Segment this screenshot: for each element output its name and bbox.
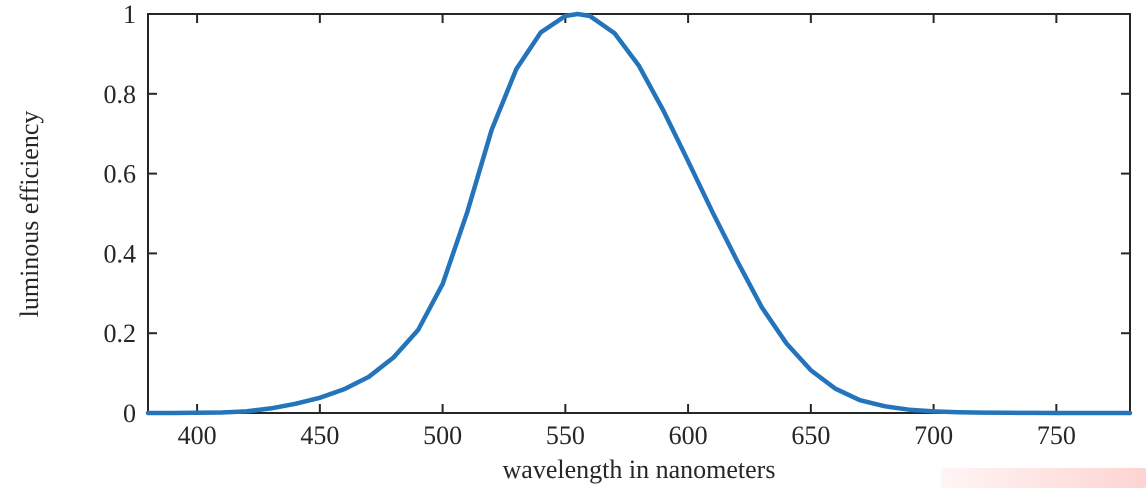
y-tick-label: 1 xyxy=(123,0,136,29)
x-tick-label: 400 xyxy=(178,421,217,450)
x-tick-label: 750 xyxy=(1037,421,1076,450)
x-tick-label: 700 xyxy=(914,421,953,450)
x-tick-label: 550 xyxy=(546,421,585,450)
y-tick-label: 0.8 xyxy=(104,80,137,109)
plot-area: 400 450 500 550 600 650 700 750 0 0.2 0.4 0.6 0.8 1 xyxy=(104,0,1133,450)
x-tick-label: 500 xyxy=(423,421,462,450)
x-tick-label: 650 xyxy=(791,421,830,450)
efficiency-curve xyxy=(145,11,1133,416)
x-axis-label: wavelength in nanometers xyxy=(503,455,776,484)
y-axis-label: luminous efficiency xyxy=(15,111,44,318)
x-tick-label: 450 xyxy=(300,421,339,450)
plot-box xyxy=(147,13,1131,414)
y-tick-label: 0 xyxy=(123,399,136,428)
x-tick-label: 600 xyxy=(669,421,708,450)
y-tick-label: 0.4 xyxy=(104,239,137,268)
y-tick-label: 0.2 xyxy=(104,319,137,348)
y-tick-label: 0.6 xyxy=(104,160,137,189)
